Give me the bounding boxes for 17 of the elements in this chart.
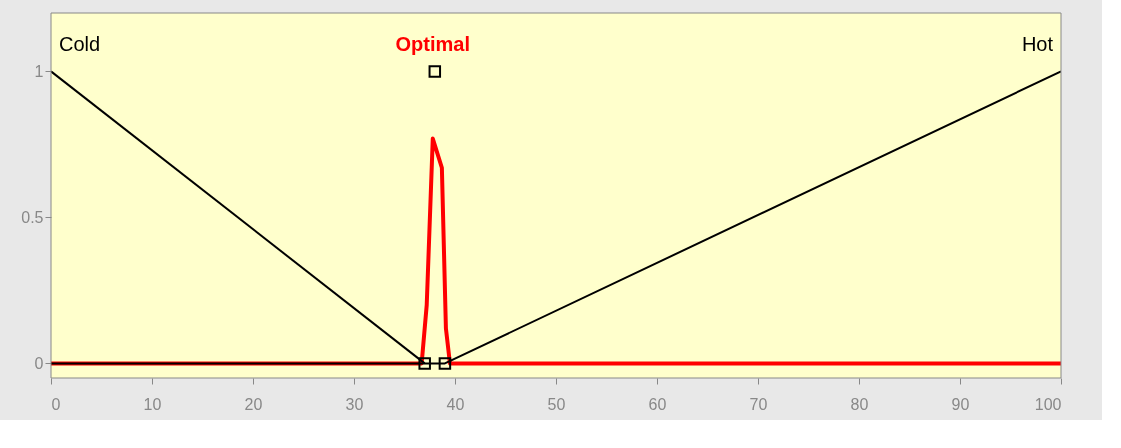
- x-tick-label: 30: [345, 395, 364, 413]
- x-tick-label: 0: [51, 395, 61, 413]
- x-tick-label: 70: [749, 395, 768, 413]
- x-tick-label: 50: [547, 395, 566, 413]
- y-tick-label: 1: [34, 62, 44, 80]
- x-tick-label: 90: [951, 395, 970, 413]
- x-tick-label: 100: [1034, 395, 1062, 413]
- series-label: Cold: [59, 33, 101, 55]
- x-tick-label: 60: [648, 395, 667, 413]
- text: Optimal: [395, 33, 471, 55]
- x-tick-label: 20: [244, 395, 263, 413]
- series-label: Hot: [1021, 33, 1054, 55]
- x-tick-label: 40: [446, 395, 465, 413]
- y-tick-label: 0: [34, 354, 44, 372]
- x-tick-label: 10: [143, 395, 162, 413]
- y-tick-label: 0.5: [21, 208, 44, 226]
- x-tick-label: 80: [850, 395, 869, 413]
